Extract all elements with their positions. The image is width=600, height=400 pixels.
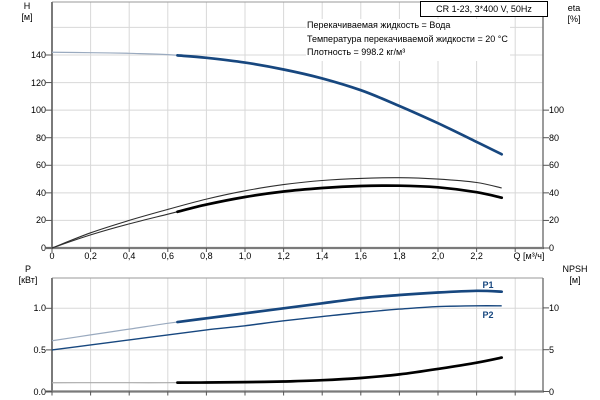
eta-lower-curve-base <box>51 185 502 249</box>
x-tick-label: 1,6 <box>354 251 368 261</box>
y-tick-label-left: 20 <box>35 215 46 226</box>
x-tick-label: 0,6 <box>161 251 175 261</box>
npsh-axis-symbol: NPSH <box>562 264 588 274</box>
x-tick-label: 1,0 <box>238 251 252 261</box>
bottom-left-axis-title: P [кВт] <box>8 264 48 286</box>
chart-0 <box>46 1 549 252</box>
x-tick-label: 0,2 <box>84 251 97 261</box>
npsh-axis-unit: [м] <box>569 275 581 285</box>
eta-upper-curve <box>51 177 502 249</box>
y-tick-label-left: 100 <box>30 105 46 116</box>
bottom-right-axis-title: NPSH [м] <box>552 264 598 286</box>
y-tick-label-right: 80 <box>549 132 560 143</box>
p-axis-unit: [кВт] <box>18 275 38 285</box>
liquid-info-block: Перекачиваемая жидкость = Вода Температу… <box>306 19 510 61</box>
y-tick-label-right: 0 <box>549 386 555 397</box>
y-tick-label-right: 20 <box>549 215 560 226</box>
p1-series-label: P1 <box>482 280 494 290</box>
y-tick-label-right: 40 <box>549 187 560 198</box>
x-tick-label: 2,0 <box>431 251 445 261</box>
chart-1 <box>46 277 549 396</box>
info-density: Плотность = 998.2 кг/м³ <box>307 47 406 57</box>
y-tick-label-right: 10 <box>549 302 560 313</box>
NPSH-curve <box>176 356 504 385</box>
info-temperature: Температура перекачиваемой жидкости = 20… <box>307 33 508 44</box>
h-axis-unit: [м] <box>21 12 33 22</box>
x-tick-label: 1,8 <box>393 251 406 261</box>
y-tick-label-right: 100 <box>549 105 565 116</box>
y-tick-label-left: 40 <box>35 187 46 198</box>
p2-series-label: P2 <box>482 310 494 320</box>
P1-curve-base <box>51 290 502 342</box>
x-tick-label: 1,4 <box>315 251 329 261</box>
x-tick-label: 0,8 <box>200 251 213 261</box>
h-axis-symbol: H <box>23 1 31 11</box>
y-tick-label-left: 120 <box>30 77 46 88</box>
x-tick-label: 2,2 <box>470 251 483 261</box>
x-tick-label: 0 <box>49 251 55 261</box>
x-tick-label: 1,2 <box>277 251 290 261</box>
p-axis-symbol: P <box>24 264 31 274</box>
x-tick-label: 0,4 <box>122 251 136 261</box>
y-tick-label-left: 60 <box>35 160 46 171</box>
y-tick-label-right: 60 <box>549 160 560 171</box>
P2-curve <box>51 305 502 351</box>
top-right-axis-title: eta [%] <box>556 3 592 25</box>
eta-axis-unit: [%] <box>567 14 581 24</box>
y-tick-label-right: 0 <box>549 243 555 253</box>
q-axis-unit: Q [м³/ч] <box>513 251 545 261</box>
info-liquid: Перекачиваемая жидкость = Вода <box>307 20 451 30</box>
y-tick-label-left: 0 <box>40 243 46 253</box>
y-tick-label-right: 5 <box>549 344 555 355</box>
y-tick-label-left: 1.0 <box>33 303 46 314</box>
P1-curve <box>176 289 504 324</box>
eta-axis-symbol: eta <box>567 3 581 13</box>
y-tick-label-left: 0.0 <box>33 386 46 397</box>
pump-model-box: CR 1-23, 3*400 V, 50Hz <box>420 1 548 17</box>
H-curve <box>176 54 504 156</box>
y-tick-label-left: 0.5 <box>33 344 46 355</box>
top-left-axis-title: H [м] <box>9 1 45 23</box>
y-tick-label-left: 140 <box>30 50 46 60</box>
eta-lower-curve <box>176 184 504 214</box>
y-tick-label-left: 80 <box>35 132 46 143</box>
